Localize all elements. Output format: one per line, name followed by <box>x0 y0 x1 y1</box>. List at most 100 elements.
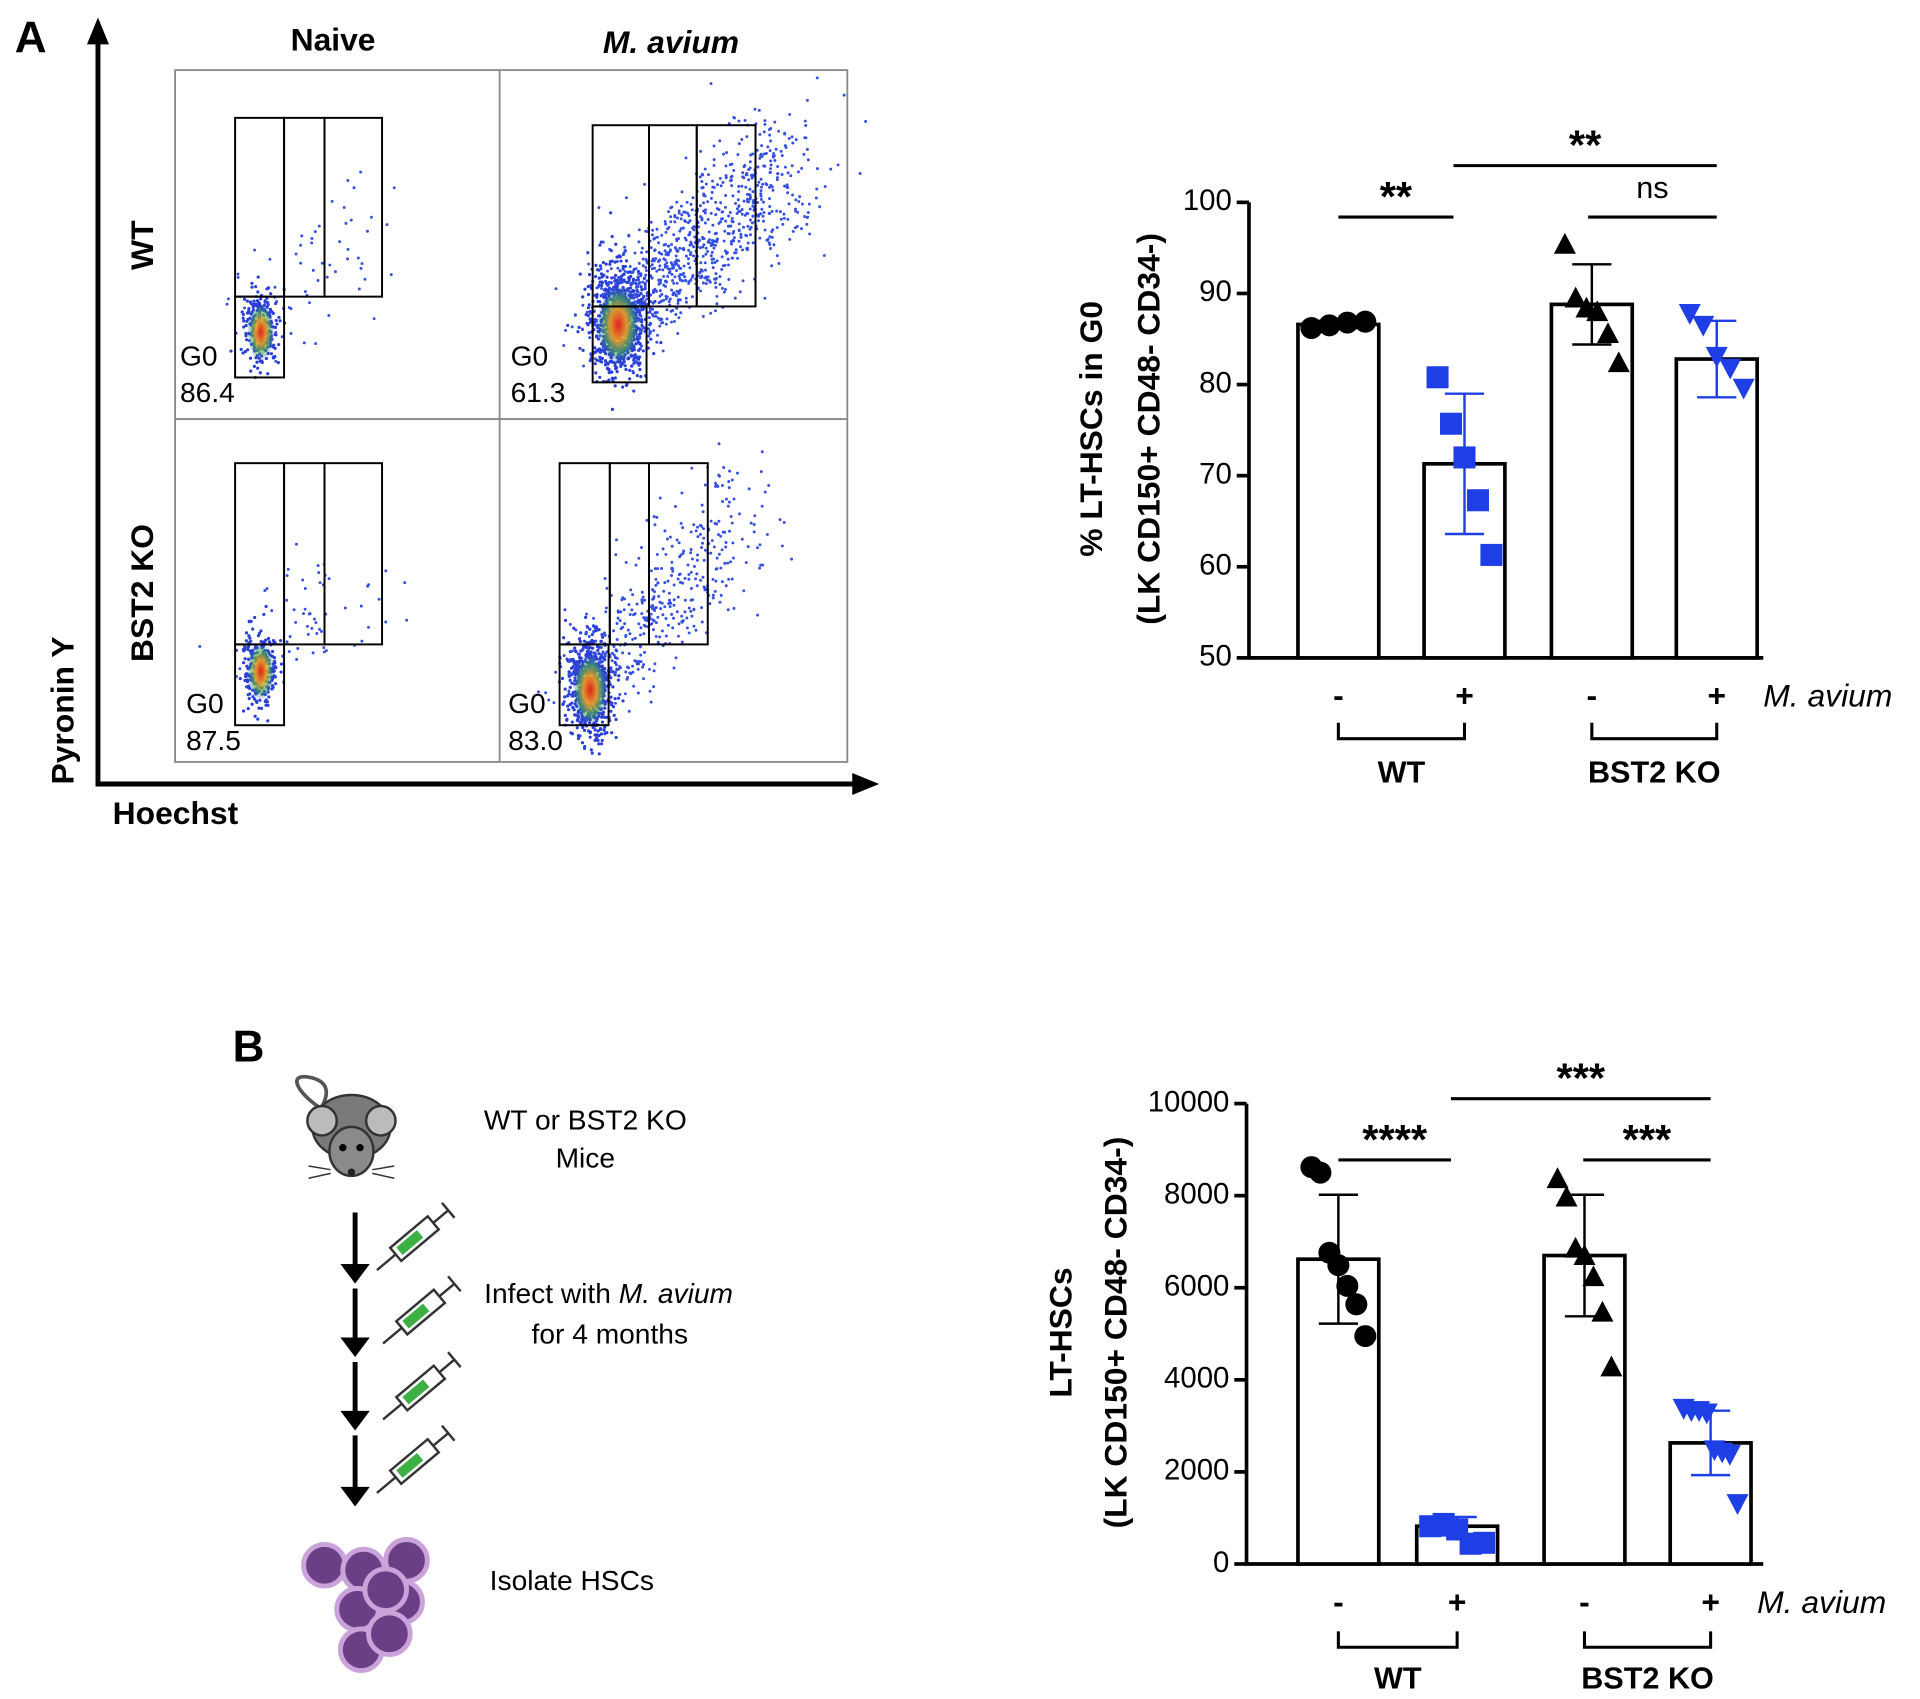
cytometry-dot <box>700 546 704 549</box>
significance-label: ns <box>1636 171 1668 205</box>
cytometry-dot <box>600 633 604 637</box>
cytometry-dot <box>805 98 809 102</box>
cytometry-dot <box>359 170 363 174</box>
cytometry-dot <box>692 245 695 249</box>
cytometry-dot <box>677 573 681 577</box>
cytometry-dot <box>786 217 790 221</box>
cytometry-dot <box>701 245 705 249</box>
cytometry-dot <box>650 569 653 573</box>
cytometry-dot <box>630 270 634 274</box>
cytometry-dot <box>682 549 686 553</box>
cytometry-dot <box>609 668 613 671</box>
cytometry-dot <box>715 294 719 298</box>
cytometry-dot <box>621 264 625 269</box>
cytometry-dot <box>735 207 739 211</box>
cytometry-dot <box>815 187 819 191</box>
cytometry-dot <box>664 284 667 288</box>
cytometry-dot <box>717 519 721 523</box>
cytometry-dot <box>691 598 695 602</box>
cytometry-dot <box>700 606 704 610</box>
cytometry-dot <box>302 612 305 616</box>
cytometry-dot <box>618 619 622 623</box>
cytometry-dot <box>760 504 764 508</box>
cytometry-dot <box>751 241 755 245</box>
cytometry-dot <box>654 314 658 318</box>
cytometry-dot <box>643 182 647 186</box>
cytometry-dot <box>746 212 750 216</box>
cytometry-dot <box>689 240 693 244</box>
cytometry-dot <box>570 681 574 685</box>
cytometry-dot <box>277 315 281 319</box>
cytometry-dot <box>248 636 252 640</box>
cytometry-dot <box>662 298 665 302</box>
column-label: Naive <box>291 21 376 57</box>
cytometry-dot <box>697 225 701 229</box>
cytometry-dot <box>769 139 773 143</box>
cytometry-dot <box>537 690 540 694</box>
cytometry-dot <box>239 347 243 352</box>
cytometry-dot <box>650 607 654 611</box>
cytometry-dot <box>620 280 624 284</box>
cytometry-dot <box>547 698 551 702</box>
cytometry-dot <box>718 474 722 478</box>
cytometry-dot <box>253 248 257 252</box>
cytometry-dot <box>613 696 617 701</box>
cytometry-dot <box>689 570 693 574</box>
cytometry-dot <box>577 325 581 329</box>
cytometry-dot <box>566 323 570 327</box>
cytometry-dot <box>720 217 724 221</box>
cytometry-dot <box>669 220 673 224</box>
gate-value: 86.4 <box>180 377 235 408</box>
cytometry-dot <box>640 599 644 603</box>
cytometry-dot <box>238 667 242 671</box>
cytometry-dot <box>751 190 755 194</box>
cytometry-dot <box>670 320 673 324</box>
cytometry-dot <box>320 261 324 265</box>
cytometry-dot <box>767 128 771 132</box>
cytometry-dot <box>666 623 670 627</box>
cytometry-dot <box>263 589 267 593</box>
cytometry-dot <box>679 521 683 525</box>
cytometry-dot <box>628 265 632 268</box>
cytometry-dot <box>245 338 249 342</box>
cytometry-dot <box>621 273 625 277</box>
data-point <box>1327 1254 1350 1277</box>
cytometry-dot <box>729 560 733 564</box>
cytometry-dot <box>726 504 730 508</box>
cytometry-dot <box>256 275 260 279</box>
cytometry-dot <box>722 466 726 469</box>
data-point <box>1466 489 1489 512</box>
cytometry-dot <box>803 119 807 123</box>
cytometry-dot <box>639 285 643 289</box>
cytometry-dot <box>715 259 719 263</box>
cytometry-dot <box>669 309 673 313</box>
cytometry-dot <box>303 290 307 294</box>
cytometry-dot <box>823 185 827 189</box>
cytometry-dot <box>655 310 659 314</box>
cytometry-dot <box>746 545 750 549</box>
cytometry-dot <box>579 631 583 635</box>
cytometry-dot <box>636 667 640 671</box>
cytometry-dot <box>724 584 728 588</box>
cytometry-dot <box>632 684 636 688</box>
process-arrows <box>340 1201 462 1507</box>
cytometry-dot <box>607 280 611 284</box>
arrow-head <box>852 772 880 796</box>
data-point <box>1555 1185 1578 1207</box>
cytometry-dot <box>587 648 590 652</box>
cytometry-dot <box>664 230 668 234</box>
cytometry-dot <box>583 287 587 291</box>
cytometry-dot <box>724 193 728 197</box>
cytometry-dot <box>599 272 604 276</box>
cytometry-dot <box>686 211 690 215</box>
x-axis-label: Hoechst <box>113 795 239 831</box>
cytometry-dot <box>684 296 688 300</box>
cytometry-dot <box>277 342 281 347</box>
cytometry-dot <box>675 281 679 285</box>
cytometry-dot <box>596 648 600 652</box>
cytometry-dot <box>614 663 618 667</box>
cytometry-dot <box>623 692 627 696</box>
cytometry-dot <box>628 632 632 636</box>
cytometry-dot <box>263 300 267 304</box>
density-core <box>596 284 640 366</box>
